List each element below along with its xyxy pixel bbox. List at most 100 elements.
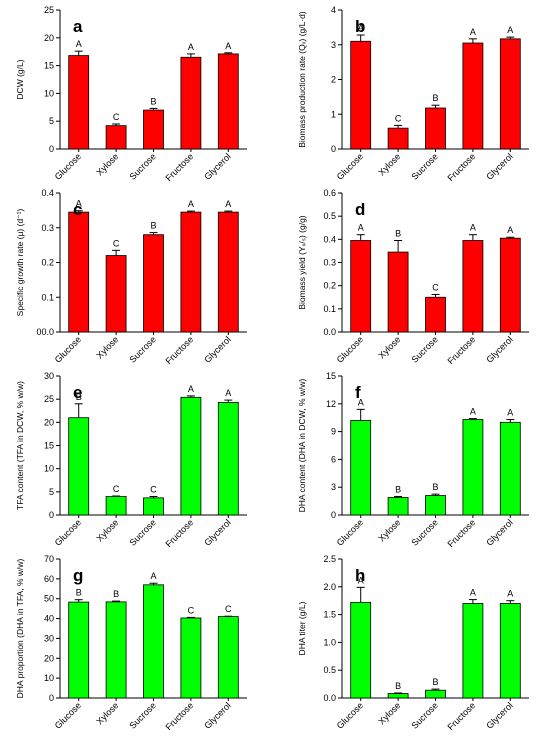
x-tick-label: Glucose xyxy=(53,517,83,547)
y-axis-label: DCW (g/L) xyxy=(15,59,25,99)
significance-letter: A xyxy=(188,42,194,52)
y-tick-label: 0.2 xyxy=(41,258,54,268)
significance-letter: B xyxy=(76,588,82,598)
x-tick-label: Sucrose xyxy=(409,334,439,364)
x-tick-label: Glucose xyxy=(335,151,365,181)
x-tick-label: Glucose xyxy=(335,334,365,364)
y-tick-label: 0.5 xyxy=(323,665,336,675)
x-tick-label: Xylose xyxy=(376,151,402,177)
y-tick-label: 30 xyxy=(44,371,54,381)
y-tick-label: 30 xyxy=(44,633,54,643)
x-tick-label: Sucrose xyxy=(409,151,439,181)
y-tick-label: 70 xyxy=(44,554,54,564)
bar-xylose xyxy=(387,496,409,516)
bar-fructose xyxy=(462,419,484,516)
significance-letter: A xyxy=(225,41,231,51)
chart-panel-h: 0.0 0.5 1.0 1.5 2.0 2.5 A Glucose B Xylose B Sucros… xyxy=(297,554,529,732)
y-axis-label: TFA content (TFA in DCW, % w/w) xyxy=(15,381,25,510)
panel-letter: e xyxy=(73,383,82,402)
bar-sucrose xyxy=(143,109,164,150)
x-tick-label: Glycerol xyxy=(484,700,514,730)
significance-letter: A xyxy=(470,407,476,417)
y-tick-label: 1.5 xyxy=(323,610,336,620)
y-tick-label: 3 xyxy=(331,482,336,492)
y-tick-label: 0.3 xyxy=(41,223,54,233)
significance-letter: A xyxy=(507,225,513,235)
x-tick-label: Sucrose xyxy=(127,517,157,547)
significance-letter: A xyxy=(358,575,364,585)
bar-glucose xyxy=(68,417,90,516)
significance-letter: A xyxy=(470,588,476,598)
significance-letter: C xyxy=(395,113,402,123)
y-tick-label: 0.0 xyxy=(323,693,336,703)
bar-glucose xyxy=(68,55,90,150)
bar-glucose xyxy=(350,420,372,516)
x-tick-label: Fructose xyxy=(163,700,195,732)
y-tick-label: 0.6 xyxy=(323,188,336,198)
chart-panel-a: 0 5 10 15 20 25 A Glucose C Xylose B Sucrose A Fructo… xyxy=(15,5,247,183)
y-axis-label: DHA titer (g/L) xyxy=(297,601,307,655)
bar-fructose xyxy=(180,617,202,699)
y-tick-label: 15 xyxy=(326,371,336,381)
panel-letter: h xyxy=(355,566,365,585)
bar-xylose xyxy=(105,255,127,333)
bar-glucose xyxy=(350,40,372,150)
y-axis-label: Biomass production rate (Qₓ) (g/L·d) xyxy=(297,11,307,148)
x-tick-label: Xylose xyxy=(376,517,402,543)
y-tick-label: 15 xyxy=(44,441,54,451)
bar-glycerol xyxy=(499,421,521,516)
y-tick-label: 5 xyxy=(49,487,54,497)
y-tick-label: 20 xyxy=(44,417,54,427)
y-tick-label: 25 xyxy=(44,394,54,404)
significance-letter: B xyxy=(150,96,156,106)
panel-letter: g xyxy=(73,566,83,585)
chart-panel-d: 0.0 0.1 0.2 0.3 0.4 0.5 0.6 A Glucose B Xylose C Suc… xyxy=(297,188,529,366)
significance-letter: A xyxy=(225,199,231,209)
x-tick-label: Fructose xyxy=(445,700,477,732)
bar-fructose xyxy=(180,56,202,150)
significance-letter: B xyxy=(113,589,119,599)
y-tick-label: 0.1 xyxy=(41,292,54,302)
x-tick-label: Glucose xyxy=(335,517,365,547)
significance-letter: B xyxy=(432,482,438,492)
bar-sucrose xyxy=(425,107,446,150)
significance-letter: B xyxy=(395,484,401,494)
bar-fructose xyxy=(180,396,202,516)
chart-panel-b: 0 1 2 3 4 A Glucose C Xylose B Sucrose A Fructose A Gl… xyxy=(297,5,529,183)
y-tick-label: 0.2 xyxy=(323,281,336,291)
y-tick-label: 0 xyxy=(331,510,336,520)
x-tick-label: Xylose xyxy=(94,517,120,543)
x-tick-label: Sucrose xyxy=(127,151,157,181)
y-tick-label: 20 xyxy=(44,33,54,43)
bar-fructose xyxy=(462,240,484,333)
y-tick-label: 0 xyxy=(49,693,54,703)
x-tick-label: Sucrose xyxy=(127,700,157,730)
bar-glycerol xyxy=(217,211,239,333)
y-tick-label: 1 xyxy=(331,109,336,119)
chart-panel-f: 0 3 6 9 12 15 A Glucose B Xylose B Sucrose A Fructose… xyxy=(297,371,529,549)
bar-glycerol xyxy=(217,616,239,699)
y-axis-label: DHA content (DHA in DCW, % w/w) xyxy=(297,378,307,512)
significance-letter: B xyxy=(395,228,401,238)
y-tick-label: 3 xyxy=(331,40,336,50)
x-tick-label: Glucose xyxy=(53,700,83,730)
x-tick-label: Glucose xyxy=(53,151,83,181)
significance-letter: A xyxy=(188,384,194,394)
significance-letter: B xyxy=(76,392,82,402)
significance-letter: C xyxy=(225,604,232,614)
bar-sucrose xyxy=(425,495,446,516)
panel-letter: c xyxy=(73,200,82,219)
x-tick-label: Glycerol xyxy=(484,151,514,181)
bar-glycerol xyxy=(217,53,239,150)
bar-glucose xyxy=(350,601,372,699)
x-tick-label: Xylose xyxy=(376,700,402,726)
bar-sucrose xyxy=(425,296,446,333)
panel-letter: f xyxy=(355,383,361,402)
x-tick-label: Sucrose xyxy=(409,700,439,730)
y-tick-label: 0.5 xyxy=(323,211,336,221)
y-tick-label: 4 xyxy=(331,5,336,15)
y-tick-label: 0 xyxy=(49,144,54,154)
significance-letter: A xyxy=(358,23,364,33)
panel-letter: a xyxy=(73,17,83,36)
